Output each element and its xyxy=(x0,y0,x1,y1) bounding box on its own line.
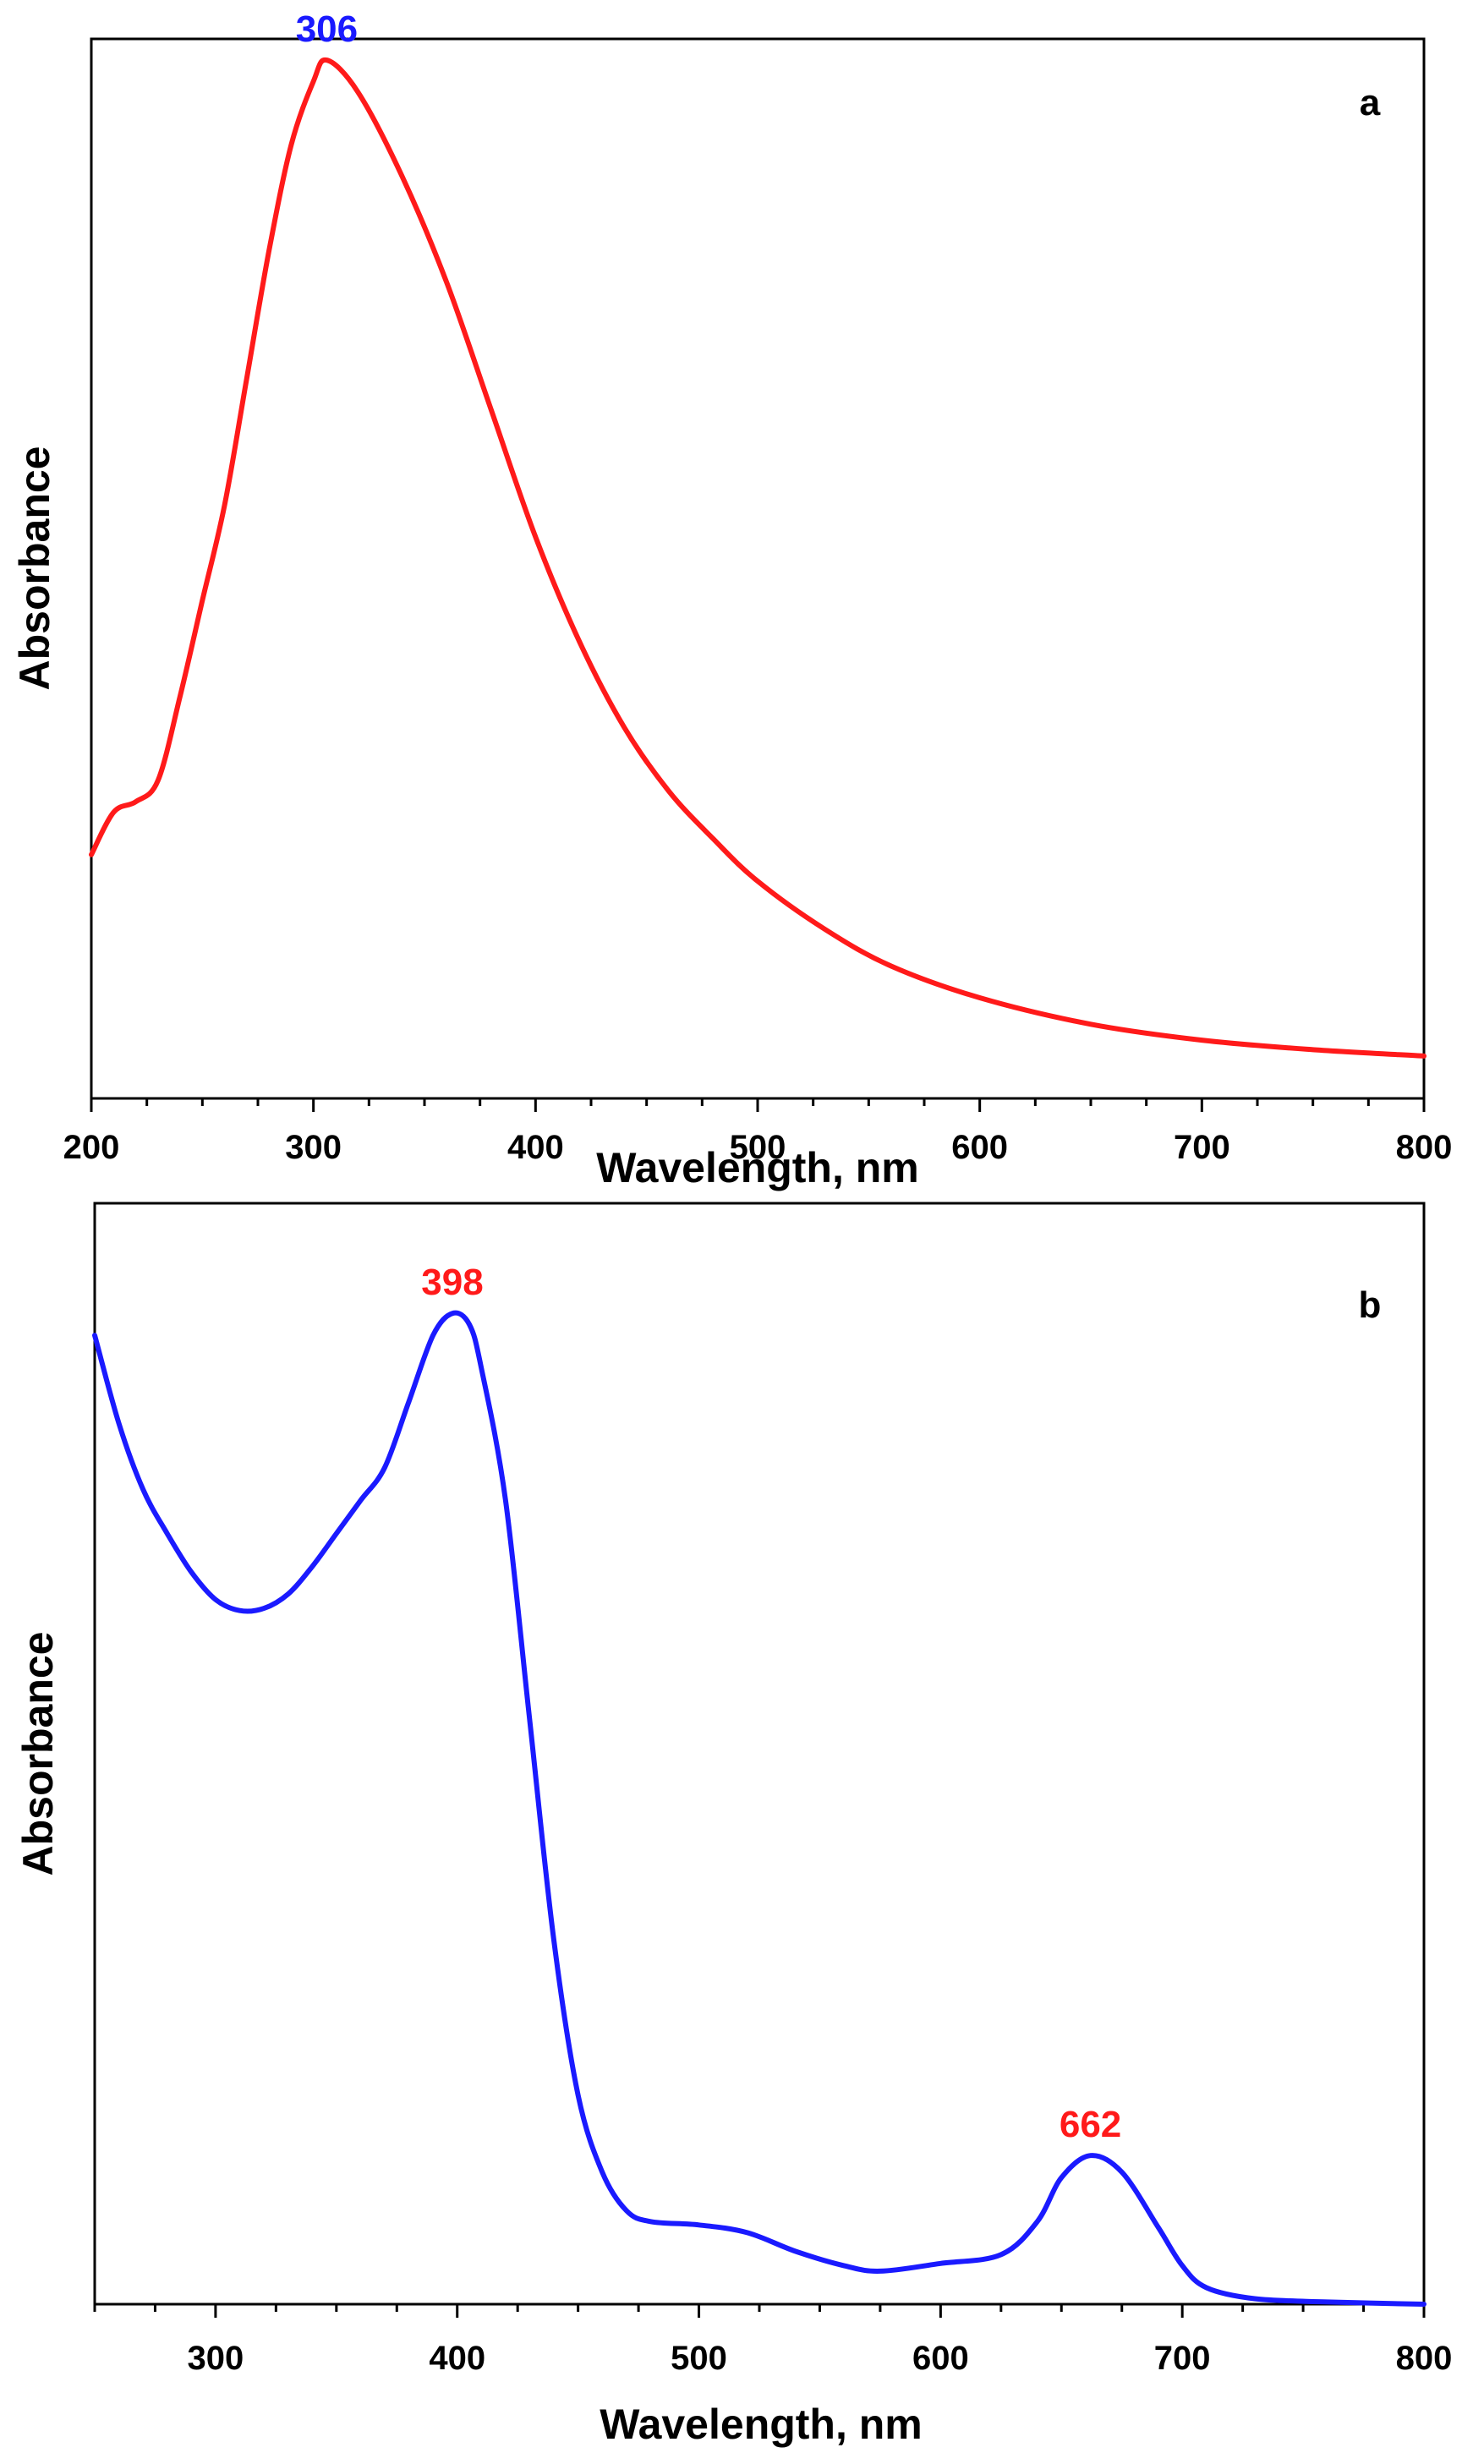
panel-b-chart: 300 400 500 600 700 800 398 662 b Wavelength,… xyxy=(14,1202,1453,2448)
panel-b-x-tick-label: 400 xyxy=(429,2340,485,2377)
panel-b-plot-frame xyxy=(93,1202,1426,2306)
panel-a-letter: a xyxy=(1360,82,1381,123)
panel-a-x-tick-label: 500 xyxy=(730,1129,786,1166)
panel-b-x-tick-label: 500 xyxy=(671,2340,727,2377)
panel-b-spectrum-line xyxy=(92,1310,1427,2307)
panel-a-y-axis-title: Absorbance xyxy=(11,446,58,691)
panel-a-x-axis-title: Wavelength, nm xyxy=(596,1144,919,1191)
panel-a-x-ticks: 200 300 400 500 600 700 800 xyxy=(63,1098,1453,1166)
panel-b-x-tick-label: 300 xyxy=(188,2340,244,2377)
panel-a-x-tick-label: 200 xyxy=(63,1129,120,1166)
panel-a-plot-frame xyxy=(90,37,1426,1100)
panel-a-x-tick-label: 800 xyxy=(1396,1129,1453,1166)
panel-b-peak-label-398: 398 xyxy=(421,1262,483,1303)
panel-b-peak-label-662: 662 xyxy=(1060,2104,1121,2145)
panel-b-x-tick-label: 800 xyxy=(1396,2340,1453,2377)
panel-a-peak-label: 306 xyxy=(296,8,358,50)
panel-a-x-tick-label: 700 xyxy=(1174,1129,1230,1166)
panel-a-chart: 200 300 400 500 600 700 800 306 a Wavelength, … xyxy=(11,8,1452,1191)
panel-b-x-axis-title: Wavelength, nm xyxy=(600,2401,923,2448)
panel-b-x-tick-label: 600 xyxy=(912,2340,969,2377)
panel-b-x-tick-label: 700 xyxy=(1154,2340,1211,2377)
panel-a-x-tick-label: 400 xyxy=(507,1129,564,1166)
panel-b-x-ticks: 300 400 500 600 700 800 xyxy=(93,2304,1453,2377)
panel-b-letter: b xyxy=(1359,1284,1382,1326)
panel-b-y-axis-title: Absorbance xyxy=(14,1632,62,1876)
panel-a-x-tick-label: 300 xyxy=(285,1129,342,1166)
panel-a-x-tick-label: 600 xyxy=(951,1129,1008,1166)
panel-a-spectrum-line xyxy=(89,57,1427,1059)
